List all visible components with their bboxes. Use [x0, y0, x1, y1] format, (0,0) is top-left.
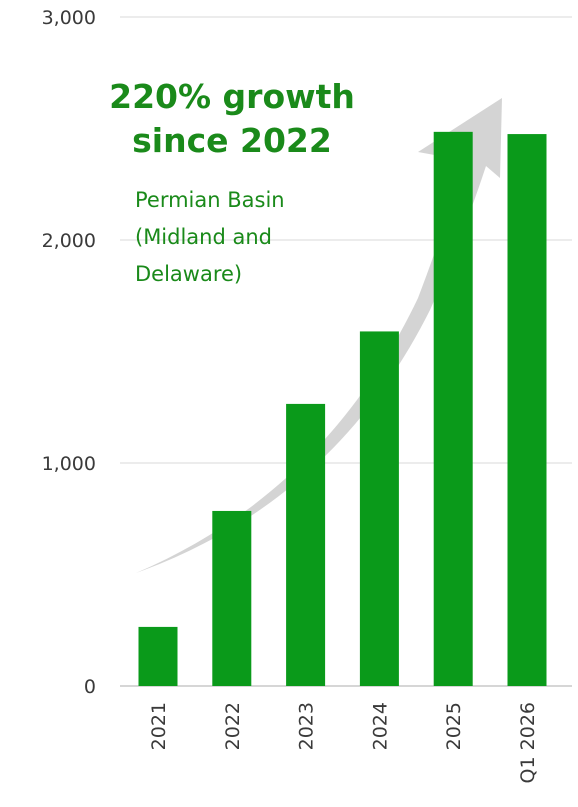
headline-line-2: since 2022: [132, 121, 332, 160]
x-tick-label: Q1 2026: [517, 702, 539, 783]
bar: [138, 626, 178, 686]
bar: [433, 131, 473, 687]
bars: [138, 131, 547, 687]
x-tick-label: 2022: [222, 702, 244, 750]
note-line-2: (Midland and: [135, 225, 272, 249]
y-tick-label: 0: [84, 676, 96, 698]
annotations: 220% growth since 2022 Permian Basin (Mi…: [109, 77, 355, 286]
y-axis-ticks: 0 1,000 2,000 3,000: [42, 7, 96, 698]
x-tick-label: 2025: [443, 702, 465, 750]
bar: [359, 331, 399, 686]
gridlines: [120, 16, 572, 687]
bar: [286, 403, 326, 686]
x-tick-label: 2021: [148, 702, 170, 750]
note-line-3: Delaware): [135, 262, 242, 286]
bar: [212, 510, 252, 686]
y-tick-label: 2,000: [42, 230, 96, 252]
note-line-1: Permian Basin: [135, 188, 285, 212]
x-tick-label: 2024: [369, 702, 391, 750]
x-tick-label: 2023: [296, 702, 318, 750]
y-tick-label: 1,000: [42, 453, 96, 475]
y-tick-label: 3,000: [42, 7, 96, 29]
bar: [507, 134, 547, 686]
headline-line-1: 220% growth: [109, 77, 355, 116]
x-axis-ticks: 2021 2022 2023 2024 2025 Q1 2026: [148, 702, 539, 783]
